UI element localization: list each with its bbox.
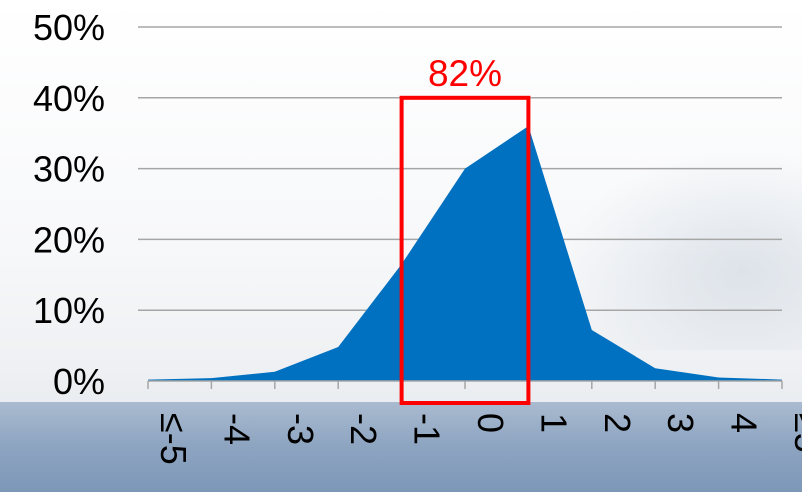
- x-tick-label: -1: [407, 413, 448, 445]
- x-tick-label: ≤-5: [153, 413, 194, 465]
- distribution-area: [148, 126, 782, 381]
- y-tick-label: 30%: [33, 149, 105, 190]
- y-tick-label: 40%: [33, 78, 105, 119]
- x-axis-tick-marks: [148, 381, 782, 389]
- x-tick-label: 0: [470, 413, 511, 433]
- x-axis-tick-labels: ≤-5 -4 -3 -2 -1 0 1 2 3 4 ≥5: [153, 413, 802, 465]
- x-tick-label: ≥5: [787, 413, 802, 453]
- x-tick-label: -2: [343, 413, 384, 445]
- x-tick-label: 1: [533, 413, 574, 433]
- y-tick-label: 20%: [33, 219, 105, 260]
- y-tick-label: 10%: [33, 290, 105, 331]
- highlight-percent-label: 82%: [428, 53, 502, 94]
- x-tick-label: -3: [280, 413, 321, 445]
- x-tick-label: 3: [660, 413, 701, 433]
- x-tick-label: 4: [724, 413, 765, 433]
- y-tick-label: 0%: [53, 361, 105, 402]
- x-tick-label: -4: [216, 413, 257, 445]
- x-tick-label: 2: [597, 413, 638, 433]
- y-tick-label: 50%: [33, 7, 105, 48]
- y-axis-tick-labels: 0% 10% 20% 30% 40% 50%: [33, 7, 105, 402]
